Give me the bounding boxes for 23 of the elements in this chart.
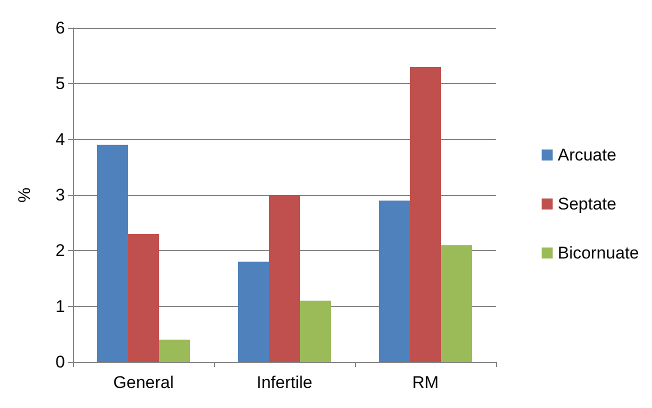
bar	[96, 144, 128, 362]
bar	[159, 340, 190, 362]
legend-label: Bicornuate	[558, 244, 640, 262]
y-axis-title: %	[15, 187, 34, 203]
y-tick-label: 4	[56, 130, 65, 149]
bar	[378, 200, 410, 362]
bar	[128, 234, 160, 362]
y-tick-label: 2	[56, 241, 65, 260]
y-tick-label: 3	[56, 186, 65, 204]
bar	[268, 195, 300, 362]
x-tick-label: Infertile	[256, 373, 312, 392]
legend-label: Arcuate	[558, 146, 616, 164]
bar	[410, 66, 442, 362]
y-tick-label: 6	[56, 18, 65, 38]
legend-label: Septate	[558, 194, 616, 214]
bar	[441, 245, 472, 362]
bar	[300, 300, 332, 362]
y-tick-label: 5	[56, 74, 65, 94]
bar	[238, 262, 269, 362]
y-tick-label: 0	[56, 352, 65, 372]
x-tick-label: RM	[412, 373, 439, 392]
y-tick-label: 1	[56, 296, 65, 316]
x-tick-label: General	[113, 373, 174, 392]
